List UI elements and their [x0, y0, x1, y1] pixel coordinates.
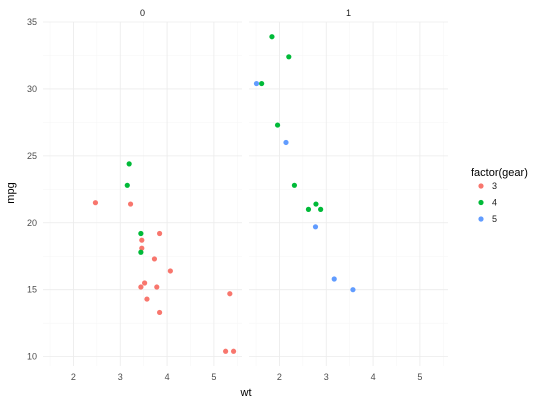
data-point [223, 348, 229, 354]
data-point [92, 200, 99, 206]
x-tick-label: 4 [371, 372, 376, 382]
data-point [138, 230, 144, 237]
x-tick-label: 2 [277, 372, 282, 382]
legend-title: factor(gear) [471, 167, 528, 179]
x-tick-label: 3 [118, 372, 123, 382]
legend: factor(gear) 3 4 5 [471, 167, 528, 224]
x-tick-label: 3 [324, 372, 329, 382]
legend-label-gear-5: 5 [492, 214, 497, 224]
legend-key-gear-5 [478, 216, 484, 222]
data-point [139, 237, 145, 243]
data-point [151, 256, 158, 262]
legend-label-gear-4: 4 [492, 198, 497, 208]
legend-key-gear-4 [478, 199, 484, 206]
data-point [154, 284, 160, 290]
y-tick-label: 35 [27, 17, 37, 27]
data-point [269, 34, 275, 40]
y-tick-label: 25 [27, 151, 37, 161]
facet-strip-label: 0 [140, 8, 145, 18]
data-point [167, 268, 173, 274]
data-point [253, 80, 260, 87]
x-tick-label: 5 [417, 372, 422, 382]
data-point [291, 182, 298, 188]
y-axis-title: mpg [5, 182, 17, 203]
x-tick-label: 2 [71, 372, 76, 382]
data-point [305, 206, 312, 212]
data-point [312, 224, 319, 230]
data-point [259, 80, 265, 87]
y-tick-label: 15 [27, 285, 37, 295]
y-tick-label: 20 [27, 218, 37, 228]
x-tick-label: 4 [165, 372, 170, 382]
data-point [124, 182, 130, 188]
data-point [313, 201, 319, 207]
data-point [227, 291, 233, 297]
data-point [139, 245, 145, 251]
data-point [127, 201, 134, 207]
x-axis-title: wt [240, 387, 252, 399]
data-point [318, 206, 324, 212]
panels-layer: 0 2 3 4 5 10 15 20 25 30 35 1 2 3 4 5 [27, 8, 448, 382]
facet-strip-label: 1 [346, 8, 351, 18]
data-point [331, 276, 337, 282]
data-point [156, 309, 163, 316]
data-point [274, 122, 281, 128]
y-tick-label: 10 [27, 352, 37, 362]
y-tick-label: 30 [27, 84, 37, 94]
legend-key-gear-3 [478, 183, 484, 189]
data-point [230, 348, 237, 354]
data-point [283, 139, 289, 146]
data-point [138, 284, 144, 290]
panel-0: 0 2 3 4 5 10 15 20 25 30 35 [27, 8, 242, 382]
data-point [144, 296, 150, 302]
data-point [286, 54, 292, 60]
data-point [126, 161, 132, 167]
x-tick-label: 5 [211, 372, 216, 382]
legend-label-gear-3: 3 [492, 181, 497, 191]
data-point [350, 287, 356, 293]
panel-1: 1 2 3 4 5 [249, 8, 448, 382]
data-point [142, 280, 148, 286]
data-point [156, 230, 163, 237]
data-point [138, 249, 144, 255]
